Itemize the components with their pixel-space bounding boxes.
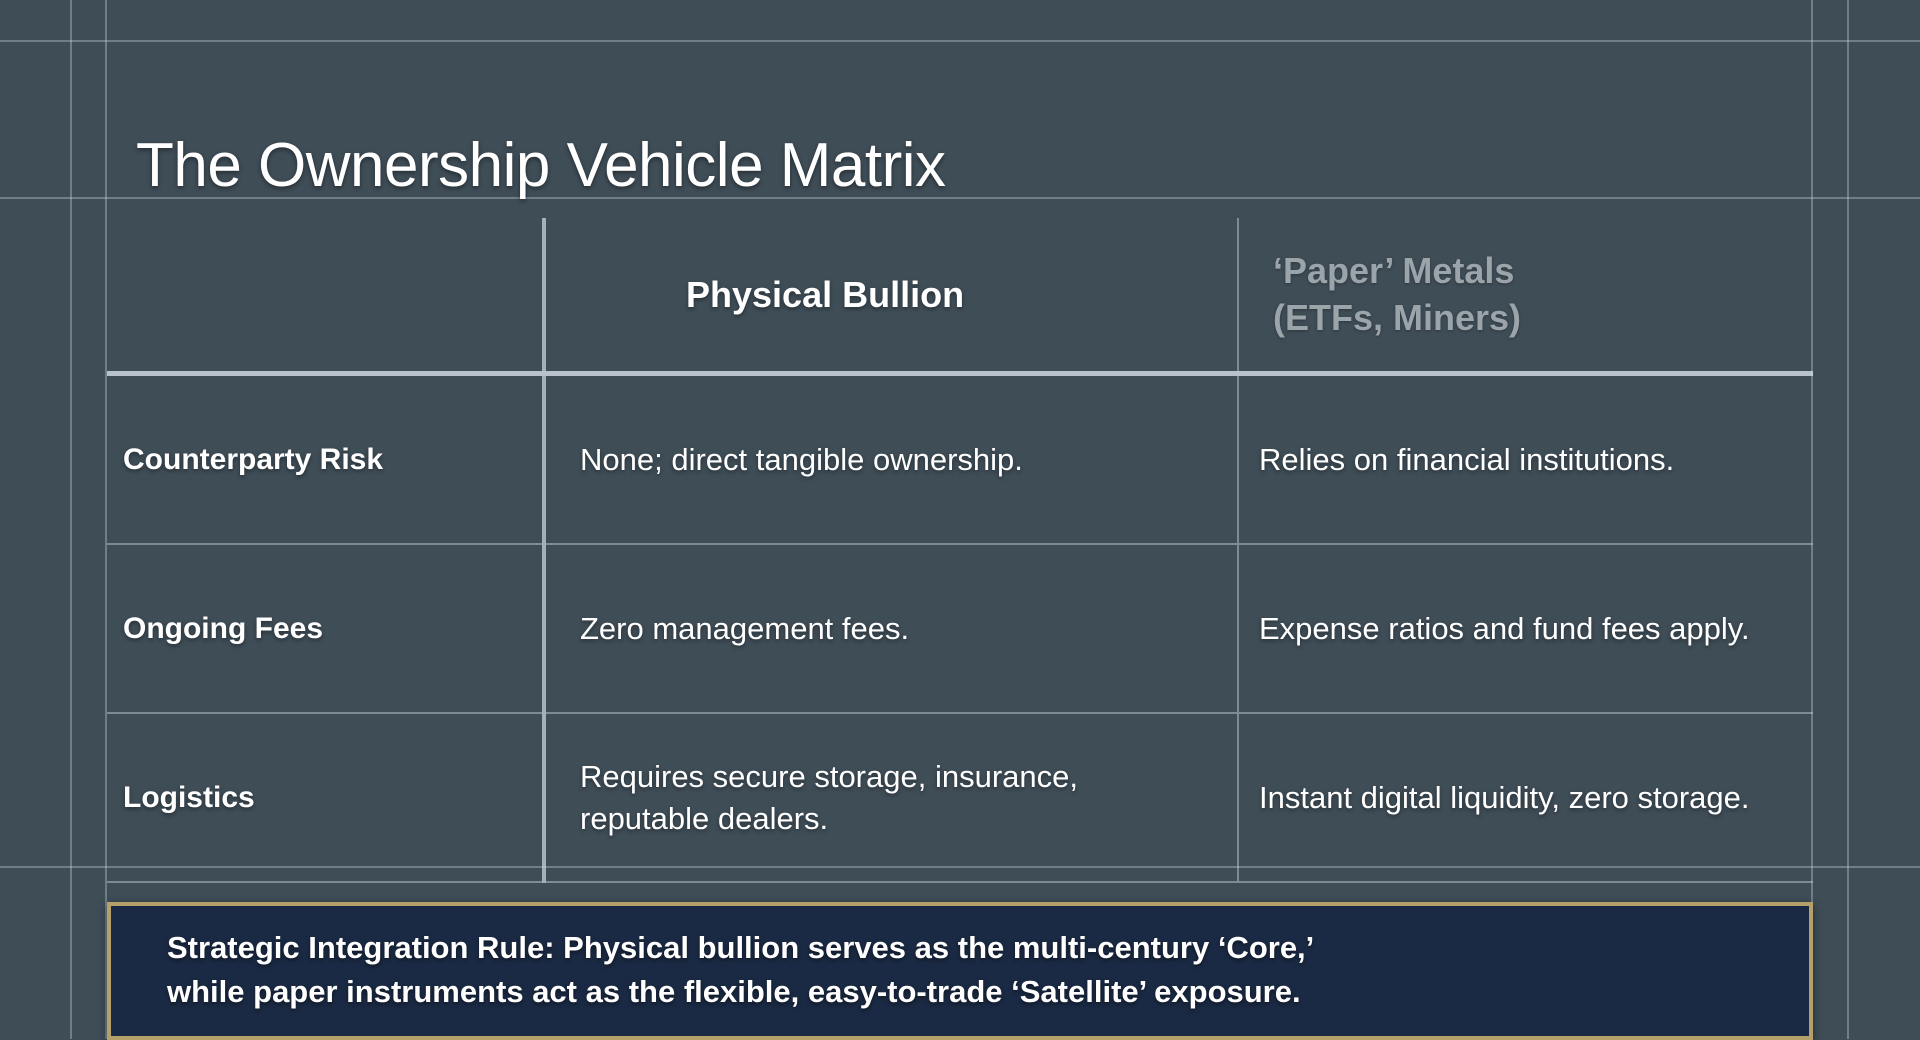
header-paper-metals: ‘Paper’ Metals (ETFs, Miners) xyxy=(1237,218,1813,376)
table-row: Logistics Requires secure storage, insur… xyxy=(107,713,1813,883)
table-row: Ongoing Fees Zero management fees. Expen… xyxy=(107,544,1813,714)
strategic-integration-rule-callout: Strategic Integration Rule: Physical bul… xyxy=(107,902,1813,1040)
row-label-counterparty-risk: Counterparty Risk xyxy=(107,373,544,545)
callout-line-1: Strategic Integration Rule: Physical bul… xyxy=(167,930,1315,965)
table-header-row: Physical Bullion ‘Paper’ Metals (ETFs, M… xyxy=(107,218,1813,376)
header-paper-metals-line2: (ETFs, Miners) xyxy=(1273,296,1522,338)
header-corner-blank xyxy=(107,218,544,376)
cell-paper-metals-logistics: Instant digital liquidity, zero storage. xyxy=(1237,713,1813,883)
cell-physical-bullion-logistics: Requires secure storage, insurance, repu… xyxy=(542,713,1238,883)
row-label-logistics: Logistics xyxy=(107,713,544,883)
row-label-ongoing-fees: Ongoing Fees xyxy=(107,544,544,714)
header-paper-metals-line1: ‘Paper’ Metals xyxy=(1273,249,1515,291)
page-title: The Ownership Vehicle Matrix xyxy=(136,130,946,200)
cell-paper-metals-counterparty-risk: Relies on financial institutions. xyxy=(1237,373,1813,545)
header-physical-bullion: Physical Bullion xyxy=(542,218,1238,376)
header-physical-bullion-label: Physical Bullion xyxy=(686,273,965,315)
cell-paper-metals-ongoing-fees: Expense ratios and fund fees apply. xyxy=(1237,544,1813,714)
cell-physical-bullion-counterparty-risk: None; direct tangible ownership. xyxy=(542,373,1238,545)
table-row: Counterparty Risk None; direct tangible … xyxy=(107,373,1813,545)
cell-physical-bullion-ongoing-fees: Zero management fees. xyxy=(542,544,1238,714)
ownership-vehicle-matrix-table: Physical Bullion ‘Paper’ Metals (ETFs, M… xyxy=(107,218,1813,883)
callout-line-2: while paper instruments act as the flexi… xyxy=(167,974,1301,1010)
